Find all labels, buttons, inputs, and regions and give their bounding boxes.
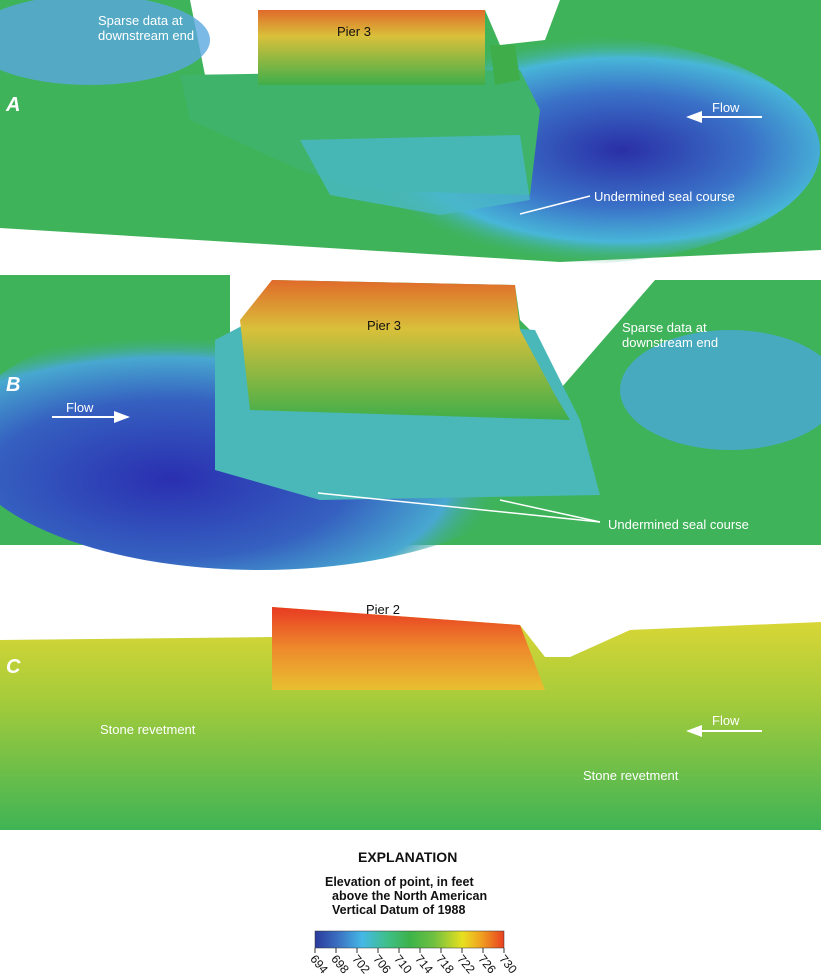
sparse-data-label-b: Sparse data at downstream end	[622, 320, 719, 350]
panel-letter-c: C	[6, 656, 21, 678]
stone-revetment-label-right: Stone revetment	[583, 768, 679, 783]
flow-arrow-a	[686, 111, 762, 123]
stone-revetment-label-left: Stone revetment	[100, 722, 196, 737]
flow-label-a: Flow	[712, 100, 740, 115]
explanation-title: EXPLANATION	[358, 849, 458, 865]
legend-line-2: above the North American	[332, 889, 488, 903]
flow-label-b: Flow	[66, 400, 94, 415]
pier-label-b: Pier 3	[367, 318, 401, 333]
panel-b-render	[0, 275, 821, 570]
panel-c-render	[0, 607, 821, 830]
seal-course-label-a: Undermined seal course	[594, 189, 735, 204]
legend-line-1: Elevation of point, in feet	[325, 875, 474, 889]
leader-line-b1	[317, 492, 601, 523]
flow-label-c: Flow	[712, 713, 740, 728]
legend-line-3: Vertical Datum of 1988	[332, 903, 466, 917]
panel-letter-b: B	[6, 374, 21, 396]
seal-course-label-b: Undermined seal course	[608, 517, 749, 532]
sparse-data-label-a: Sparse data at downstream end	[98, 13, 195, 43]
elevation-colorbar	[314, 930, 505, 949]
flow-arrow-c	[686, 725, 762, 737]
panel-letter-a: A	[6, 94, 21, 116]
leader-line-a	[519, 195, 591, 215]
flow-arrow-b	[52, 411, 130, 423]
pier-label-a: Pier 3	[337, 24, 371, 39]
leader-line-b2	[499, 499, 601, 523]
colorbar-tick-marks	[314, 948, 505, 953]
pier-label-c: Pier 2	[366, 602, 400, 617]
panel-a-render	[0, 0, 821, 265]
